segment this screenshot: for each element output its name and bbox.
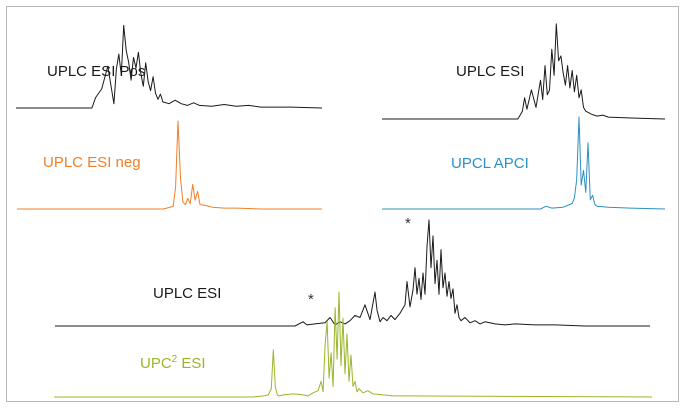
trace-uplc-esi-neg (17, 120, 322, 210)
trace-uplc-esi-pos (16, 24, 323, 109)
figure-frame: UPLC ESI Pos UPLC ESI neg UPLC ESI UPCL … (6, 6, 679, 402)
annotation-asterisk-2: * (405, 215, 411, 232)
label-uplc-esi-bottom: UPLC ESI (153, 285, 222, 302)
label-uplc-esi-pos: UPLC ESI Pos (47, 63, 146, 80)
trace-upcl-apci (382, 116, 666, 210)
trace-uplc-esi-top-right (382, 23, 666, 120)
label-uplc-esi-top-right: UPLC ESI (456, 63, 525, 80)
label-upc2-superscript: 2 (171, 354, 178, 365)
annotation-asterisk-1: * (308, 291, 314, 308)
trace-uplc-esi-bottom (55, 219, 650, 327)
label-upc2-suffix: ESI (177, 355, 206, 372)
trace-upc2-esi (54, 291, 653, 398)
chromatogram-plot (16, 23, 666, 398)
label-uplc-esi-neg: UPLC ESI neg (43, 154, 141, 171)
label-upcl-apci: UPCL APCI (451, 155, 529, 172)
label-upc2-esi: UPC2 ESI (140, 354, 206, 375)
label-upc2-prefix: UPC (140, 355, 172, 372)
